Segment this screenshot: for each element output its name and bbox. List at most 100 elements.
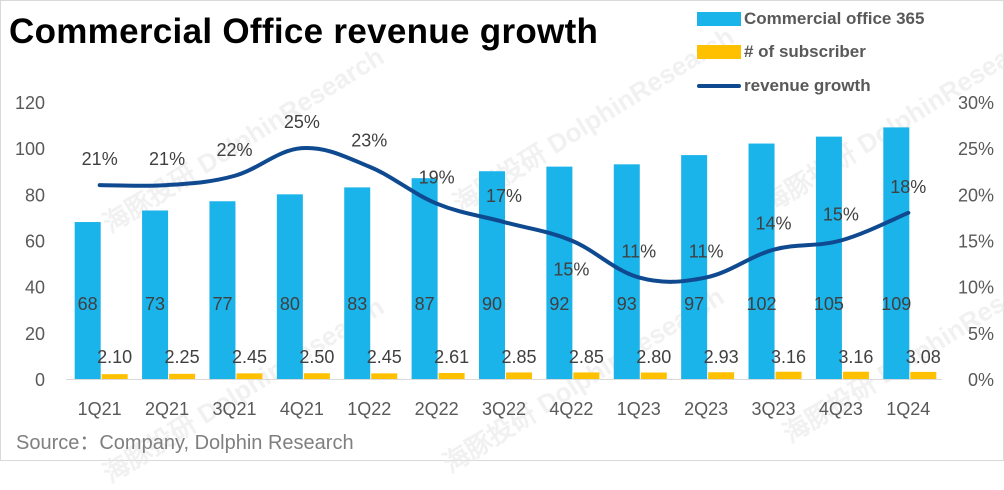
- subscriber-bar: [910, 371, 937, 379]
- office-value-label: 83: [347, 294, 367, 314]
- growth-value-label: 25%: [284, 112, 320, 132]
- legend-item-growth: revenue growth: [697, 76, 871, 96]
- office-value-label: 109: [881, 294, 911, 314]
- office-bar: [74, 222, 101, 379]
- office-bar: [411, 178, 438, 379]
- legend-swatch-subscriber: [697, 45, 741, 59]
- office-bar: [681, 155, 708, 379]
- subscriber-bar: [236, 373, 263, 379]
- subscriber-bar: [506, 372, 532, 379]
- y-right-tick-label: 10%: [958, 278, 994, 298]
- subscriber-bar: [573, 372, 600, 379]
- office-bar: [546, 166, 573, 379]
- growth-value-label: 22%: [216, 140, 252, 160]
- chart-title: Commercial Office revenue growth: [9, 12, 599, 51]
- office-value-label: 105: [814, 294, 844, 314]
- x-tick-label: 4Q21: [280, 399, 324, 419]
- office-value-label: 92: [549, 294, 569, 314]
- legend-swatch-office: [697, 12, 741, 26]
- subscriber-bar: [169, 373, 196, 379]
- subscriber-value-label: 2.61: [434, 347, 469, 367]
- x-tick-label: 1Q23: [617, 399, 661, 419]
- subscriber-bar: [371, 373, 398, 379]
- y-right-tick-label: 30%: [958, 93, 994, 113]
- x-tick-label: 4Q23: [819, 399, 863, 419]
- y-left-tick-label: 100: [15, 139, 45, 159]
- y-left-tick-label: 120: [15, 93, 45, 113]
- subscriber-bar: [842, 371, 869, 379]
- combo-chart: 0 20 40 60 80 100 120 0% 5% 10% 15% 20% 25% 30% 68 73 77…: [15, 93, 994, 419]
- x-tick-label: 2Q22: [415, 399, 459, 419]
- growth-value-label: 21%: [82, 149, 118, 169]
- subscriber-value-label: 2.85: [501, 347, 536, 367]
- subscriber-value-label: 2.45: [367, 347, 402, 367]
- y-right-tick-label: 5%: [968, 324, 994, 344]
- subscriber-bar: [775, 371, 802, 379]
- x-tick-label: 3Q23: [752, 399, 796, 419]
- subscriber-value-label: 2.45: [232, 347, 267, 367]
- office-value-label: 80: [280, 294, 300, 314]
- office-bar: [479, 171, 505, 379]
- office-value-label: 102: [747, 294, 777, 314]
- office-value-label: 68: [78, 294, 98, 314]
- growth-value-label: 19%: [419, 168, 455, 188]
- legend-label-subscriber: # of subscriber: [744, 42, 866, 61]
- subscriber-value-label: 2.10: [97, 347, 132, 367]
- legend-label-growth: revenue growth: [744, 76, 871, 95]
- growth-value-label: 21%: [149, 149, 185, 169]
- growth-value-label: 11%: [689, 241, 724, 261]
- y-left-tick-label: 80: [25, 185, 45, 205]
- y-right-tick-label: 15%: [958, 232, 994, 252]
- growth-value-label: 15%: [553, 260, 589, 280]
- growth-value-label: 11%: [621, 241, 656, 261]
- subscriber-value-label: 2.80: [636, 347, 671, 367]
- growth-value-label: 18%: [890, 177, 926, 197]
- y-right-tick-label: 20%: [958, 185, 994, 205]
- y-left-tick-label: 20: [25, 324, 45, 344]
- x-tick-label: 3Q21: [212, 399, 256, 419]
- subscriber-value-label: 3.16: [771, 347, 806, 367]
- subscriber-value-label: 3.08: [906, 347, 941, 367]
- legend-item-office: Commercial office 365: [697, 9, 924, 29]
- subscriber-value-label: 2.85: [569, 347, 604, 367]
- x-tick-label: 1Q24: [886, 399, 930, 419]
- subscriber-value-label: 2.25: [165, 347, 200, 367]
- legend-swatch-growth: [697, 84, 741, 88]
- y-left-tick-label: 0: [35, 370, 45, 390]
- x-tick-label: 2Q23: [684, 399, 728, 419]
- office-bar: [276, 194, 303, 379]
- y-right-tick-label: 0%: [968, 370, 994, 390]
- growth-value-label: 15%: [823, 205, 859, 225]
- subscriber-value-label: 3.16: [838, 347, 873, 367]
- office-bar: [883, 127, 910, 380]
- revenue-growth-line: [97, 146, 911, 284]
- office-bar: [748, 143, 775, 379]
- y-left-tick-label: 60: [25, 232, 45, 252]
- growth-value-label: 23%: [351, 131, 387, 151]
- office-value-label: 77: [212, 294, 232, 314]
- subscriber-bar: [438, 372, 465, 379]
- subscriber-bar: [303, 373, 330, 379]
- subscriber-bar: [640, 372, 667, 379]
- office-value-label: 93: [617, 294, 637, 314]
- growth-value-label: 14%: [756, 214, 792, 234]
- subscriber-value-label: 2.50: [299, 347, 334, 367]
- x-tick-label: 2Q21: [145, 399, 189, 419]
- subscriber-value-label: 2.93: [704, 347, 739, 367]
- subscriber-bar: [708, 372, 735, 379]
- office-value-label: 73: [145, 294, 165, 314]
- legend-label-office: Commercial office 365: [744, 9, 925, 28]
- office-value-label: 97: [684, 294, 704, 314]
- x-tick-label: 1Q21: [78, 399, 122, 419]
- office-bar: [209, 201, 236, 379]
- x-tick-label: 3Q22: [482, 399, 526, 419]
- office-bar: [344, 187, 371, 379]
- subscriber-bar: [101, 374, 128, 379]
- legend-item-subscriber: # of subscriber: [697, 42, 866, 62]
- office-value-label: 90: [482, 294, 502, 314]
- x-tick-label: 1Q22: [347, 399, 391, 419]
- x-tick-label: 4Q22: [549, 399, 593, 419]
- source-note: Source：Company, Dolphin Research: [16, 432, 354, 454]
- y-right-tick-label: 25%: [958, 139, 994, 159]
- office-value-label: 87: [415, 294, 435, 314]
